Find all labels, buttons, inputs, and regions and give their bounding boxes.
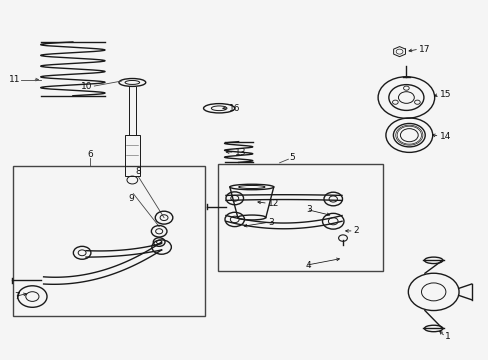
Text: 2: 2 xyxy=(353,226,359,235)
Text: 4: 4 xyxy=(305,261,310,270)
Text: 9: 9 xyxy=(128,194,134,203)
Text: 6: 6 xyxy=(87,150,93,159)
Text: 16: 16 xyxy=(228,104,240,113)
Text: 11: 11 xyxy=(9,75,20,84)
Text: 5: 5 xyxy=(289,153,294,162)
Text: 7: 7 xyxy=(14,292,20,301)
Text: 3: 3 xyxy=(306,205,311,214)
Text: 12: 12 xyxy=(267,199,279,208)
Text: 15: 15 xyxy=(439,90,450,99)
Bar xyxy=(125,135,140,176)
Text: 10: 10 xyxy=(81,82,92,91)
Text: 17: 17 xyxy=(418,45,430,54)
Bar xyxy=(13,166,205,316)
Text: 3: 3 xyxy=(268,218,274,227)
Text: 1: 1 xyxy=(445,332,450,341)
Text: 13: 13 xyxy=(234,148,246,157)
Bar xyxy=(217,164,383,271)
Text: 14: 14 xyxy=(439,132,450,141)
Text: 8: 8 xyxy=(136,167,141,176)
